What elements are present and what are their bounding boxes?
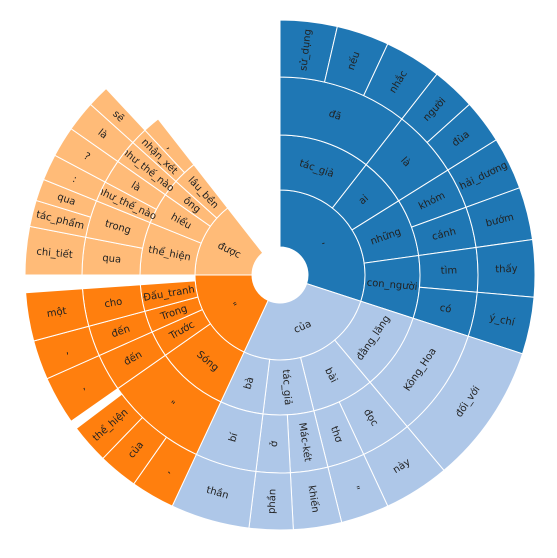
segment-label: Mác-két: [296, 422, 314, 463]
segment-label: nếu: [345, 50, 362, 72]
segment-label: khiến: [306, 485, 322, 514]
segment-label: con_người: [366, 277, 418, 293]
segment-label: ": [166, 399, 177, 410]
segment-label: thơ: [328, 425, 344, 445]
segment-label: chi_tiết: [36, 246, 73, 261]
segment-label: ,: [165, 142, 175, 152]
segment-label: cho: [104, 296, 124, 310]
segment-label: ,: [320, 238, 331, 247]
segment-label: ở: [268, 440, 280, 447]
segment-label: ý_chí: [488, 312, 517, 329]
sunburst-segment: [25, 288, 90, 342]
segment-label: thấy: [495, 263, 518, 276]
segment-label: đến: [110, 323, 132, 341]
segment-label: ,: [162, 467, 173, 475]
sunburst-segment: [144, 118, 195, 174]
segment-label: ": [349, 485, 361, 493]
segment-label: qua: [102, 253, 122, 266]
segment-label: có: [439, 302, 453, 316]
segment-label: một: [46, 305, 68, 320]
segment-label: đã: [327, 108, 342, 122]
segment-label: tìm: [441, 264, 458, 276]
segment-label: ": [226, 301, 238, 311]
segment-label: :: [71, 174, 79, 185]
segment-label: tác_giả: [280, 369, 294, 405]
segment-label: phần: [266, 489, 279, 515]
segment-label: bà: [242, 375, 257, 390]
segment-label: cánh: [431, 225, 457, 243]
sunburst-segment: [75, 393, 144, 460]
segment-label: sử_dụng: [297, 28, 314, 71]
segment-label: ,: [79, 381, 87, 392]
segment-label: ,: [63, 345, 70, 356]
segment-label: ?: [81, 151, 91, 163]
